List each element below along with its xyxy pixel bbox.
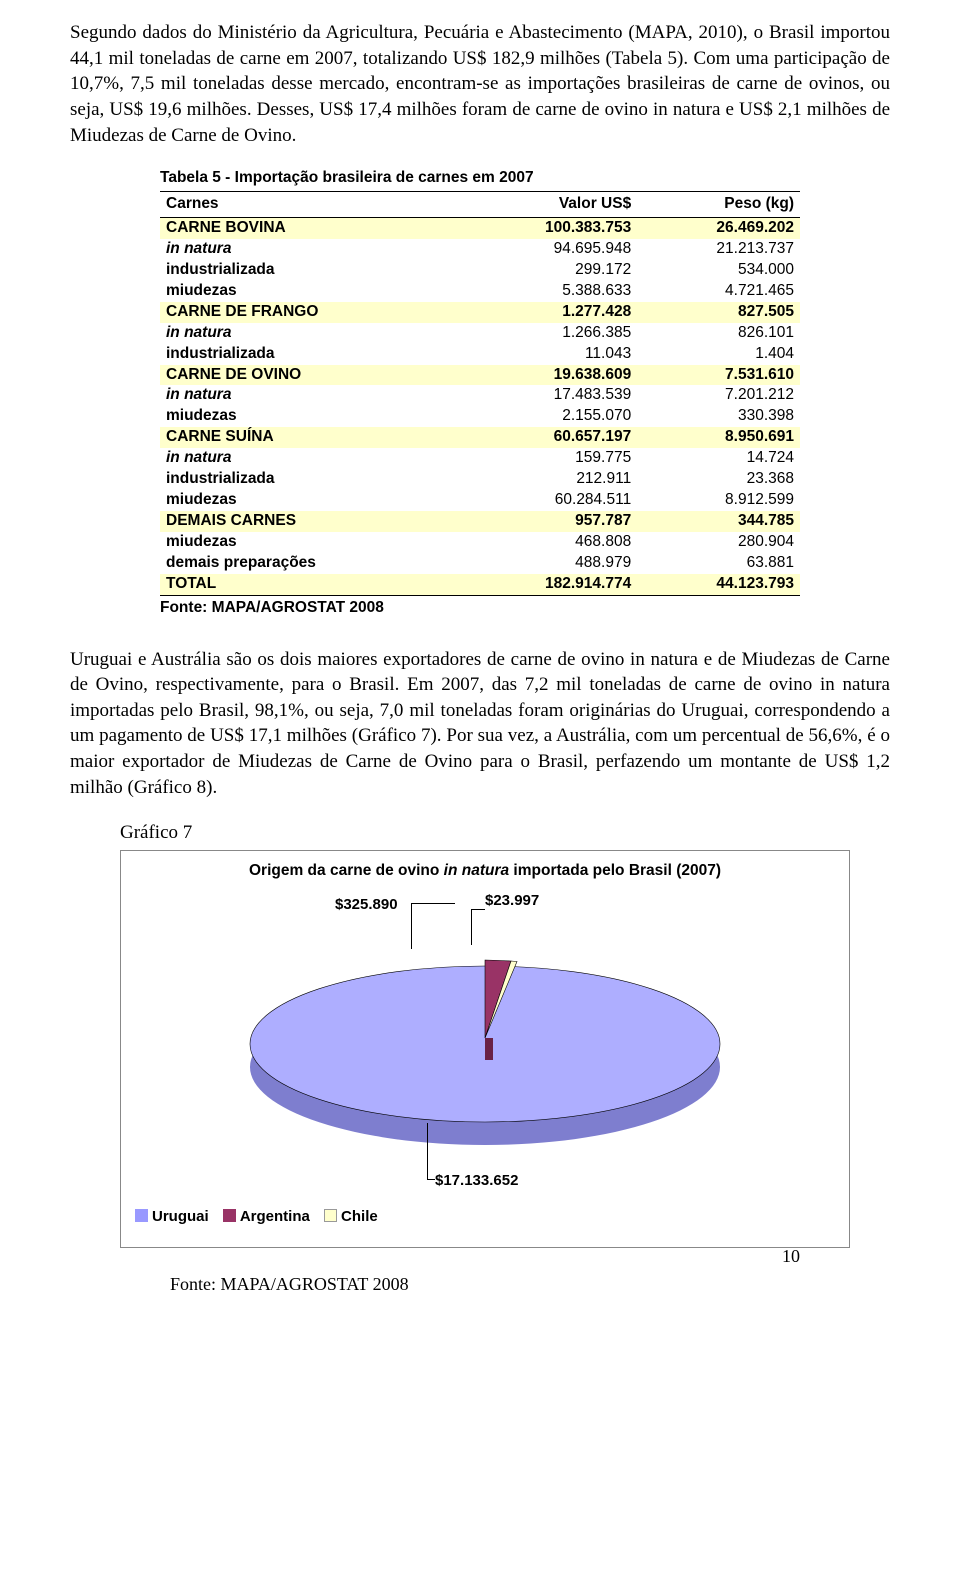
page-number: 10 bbox=[782, 1244, 800, 1268]
table-cell: 14.724 bbox=[637, 448, 800, 469]
table-cell: CARNE DE OVINO bbox=[160, 365, 459, 386]
table-cell: 26.469.202 bbox=[637, 218, 800, 239]
table-cell: 7.201.212 bbox=[637, 385, 800, 406]
table-cell: 5.388.633 bbox=[459, 281, 637, 302]
table-cell: 182.914.774 bbox=[459, 574, 637, 595]
table-row: miudezas468.808280.904 bbox=[160, 532, 800, 553]
table-row: CARNE SUÍNA60.657.1978.950.691 bbox=[160, 427, 800, 448]
legend-label-uruguai: Uruguai bbox=[152, 1208, 209, 1225]
table-cell: DEMAIS CARNES bbox=[160, 511, 459, 532]
table-cell: miudezas bbox=[160, 532, 459, 553]
table-cell: 19.638.609 bbox=[459, 365, 637, 386]
table-cell: 94.695.948 bbox=[459, 239, 637, 260]
table-row: miudezas5.388.6334.721.465 bbox=[160, 281, 800, 302]
table-cell: 330.398 bbox=[637, 406, 800, 427]
table-cell: 2.155.070 bbox=[459, 406, 637, 427]
table-row: TOTAL182.914.77444.123.793 bbox=[160, 574, 800, 595]
table-cell: 1.277.428 bbox=[459, 302, 637, 323]
table-cell: 299.172 bbox=[459, 260, 637, 281]
table-cell: 60.657.197 bbox=[459, 427, 637, 448]
table-row: in natura17.483.5397.201.212 bbox=[160, 385, 800, 406]
table-row: industrializada212.91123.368 bbox=[160, 469, 800, 490]
import-table: Carnes Valor US$ Peso (kg) CARNE BOVINA1… bbox=[160, 191, 800, 596]
col-peso: Peso (kg) bbox=[637, 192, 800, 218]
table-cell: 212.911 bbox=[459, 469, 637, 490]
table-row: miudezas60.284.5118.912.599 bbox=[160, 490, 800, 511]
table-row: miudezas2.155.070330.398 bbox=[160, 406, 800, 427]
table-cell: 468.808 bbox=[459, 532, 637, 553]
table-cell: 8.912.599 bbox=[637, 490, 800, 511]
table-cell: CARNE DE FRANGO bbox=[160, 302, 459, 323]
table-cell: in natura bbox=[160, 448, 459, 469]
pie-chart: $325.890 $23.997 $17.133.652 bbox=[185, 889, 785, 1199]
table-cell: 8.950.691 bbox=[637, 427, 800, 448]
table-cell: in natura bbox=[160, 323, 459, 344]
table-cell: TOTAL bbox=[160, 574, 459, 595]
table-header-row: Carnes Valor US$ Peso (kg) bbox=[160, 192, 800, 218]
table-cell: industrializada bbox=[160, 260, 459, 281]
table-cell: 100.383.753 bbox=[459, 218, 637, 239]
paragraph-1: Segundo dados do Ministério da Agricultu… bbox=[70, 20, 890, 148]
chart-title: Origem da carne de ovino in natura impor… bbox=[131, 861, 839, 881]
table-cell: 534.000 bbox=[637, 260, 800, 281]
legend-swatch-argentina bbox=[223, 1209, 236, 1222]
table-cell: industrializada bbox=[160, 344, 459, 365]
table-cell: 1.404 bbox=[637, 344, 800, 365]
table-row: industrializada11.0431.404 bbox=[160, 344, 800, 365]
table-cell: miudezas bbox=[160, 281, 459, 302]
table-cell: 159.775 bbox=[459, 448, 637, 469]
table-cell: 280.904 bbox=[637, 532, 800, 553]
table-cell: 44.123.793 bbox=[637, 574, 800, 595]
table-cell: 7.531.610 bbox=[637, 365, 800, 386]
table-cell: CARNE SUÍNA bbox=[160, 427, 459, 448]
chart-label: Gráfico 7 bbox=[120, 820, 890, 846]
table-cell: 827.505 bbox=[637, 302, 800, 323]
table-cell: in natura bbox=[160, 385, 459, 406]
table-cell: miudezas bbox=[160, 406, 459, 427]
table-row: DEMAIS CARNES957.787344.785 bbox=[160, 511, 800, 532]
chart-7: Origem da carne de ovino in natura impor… bbox=[120, 850, 850, 1248]
table-cell: 17.483.539 bbox=[459, 385, 637, 406]
table-cell: in natura bbox=[160, 239, 459, 260]
table-row: CARNE BOVINA100.383.75326.469.202 bbox=[160, 218, 800, 239]
table-cell: 488.979 bbox=[459, 553, 637, 574]
table-row: in natura1.266.385826.101 bbox=[160, 323, 800, 344]
table-cell: 957.787 bbox=[459, 511, 637, 532]
table-row: in natura159.77514.724 bbox=[160, 448, 800, 469]
col-valor: Valor US$ bbox=[459, 192, 637, 218]
table-row: CARNE DE FRANGO1.277.428827.505 bbox=[160, 302, 800, 323]
callout-chile: $23.997 bbox=[485, 891, 539, 911]
table-title: Tabela 5 - Importação brasileira de carn… bbox=[160, 168, 800, 189]
table-cell: 11.043 bbox=[459, 344, 637, 365]
pie-svg bbox=[185, 889, 785, 1189]
table-cell: 4.721.465 bbox=[637, 281, 800, 302]
table-cell: industrializada bbox=[160, 469, 459, 490]
callout-argentina: $325.890 bbox=[335, 895, 398, 915]
table-row: CARNE DE OVINO19.638.6097.531.610 bbox=[160, 365, 800, 386]
table-cell: demais preparações bbox=[160, 553, 459, 574]
legend-label-chile: Chile bbox=[341, 1208, 378, 1225]
table-cell: 21.213.737 bbox=[637, 239, 800, 260]
table-cell: CARNE BOVINA bbox=[160, 218, 459, 239]
table-source: Fonte: MAPA/AGROSTAT 2008 bbox=[160, 598, 800, 619]
legend-label-argentina: Argentina bbox=[240, 1208, 310, 1225]
table-cell: 63.881 bbox=[637, 553, 800, 574]
table-row: demais preparações488.97963.881 bbox=[160, 553, 800, 574]
paragraph-2: Uruguai e Austrália são os dois maiores … bbox=[70, 647, 890, 801]
legend-swatch-uruguai bbox=[135, 1209, 148, 1222]
table-cell: 344.785 bbox=[637, 511, 800, 532]
legend-swatch-chile bbox=[324, 1209, 337, 1222]
table-cell: miudezas bbox=[160, 490, 459, 511]
table-cell: 23.368 bbox=[637, 469, 800, 490]
table-5: Tabela 5 - Importação brasileira de carn… bbox=[160, 168, 800, 618]
table-cell: 60.284.511 bbox=[459, 490, 637, 511]
chart-legend: Uruguai Argentina Chile bbox=[131, 1207, 839, 1227]
table-cell: 826.101 bbox=[637, 323, 800, 344]
table-row: in natura94.695.94821.213.737 bbox=[160, 239, 800, 260]
col-carnes: Carnes bbox=[160, 192, 459, 218]
callout-uruguai: $17.133.652 bbox=[435, 1171, 518, 1191]
chart-source: Fonte: MAPA/AGROSTAT 2008 bbox=[170, 1272, 890, 1296]
table-row: industrializada299.172534.000 bbox=[160, 260, 800, 281]
table-cell: 1.266.385 bbox=[459, 323, 637, 344]
